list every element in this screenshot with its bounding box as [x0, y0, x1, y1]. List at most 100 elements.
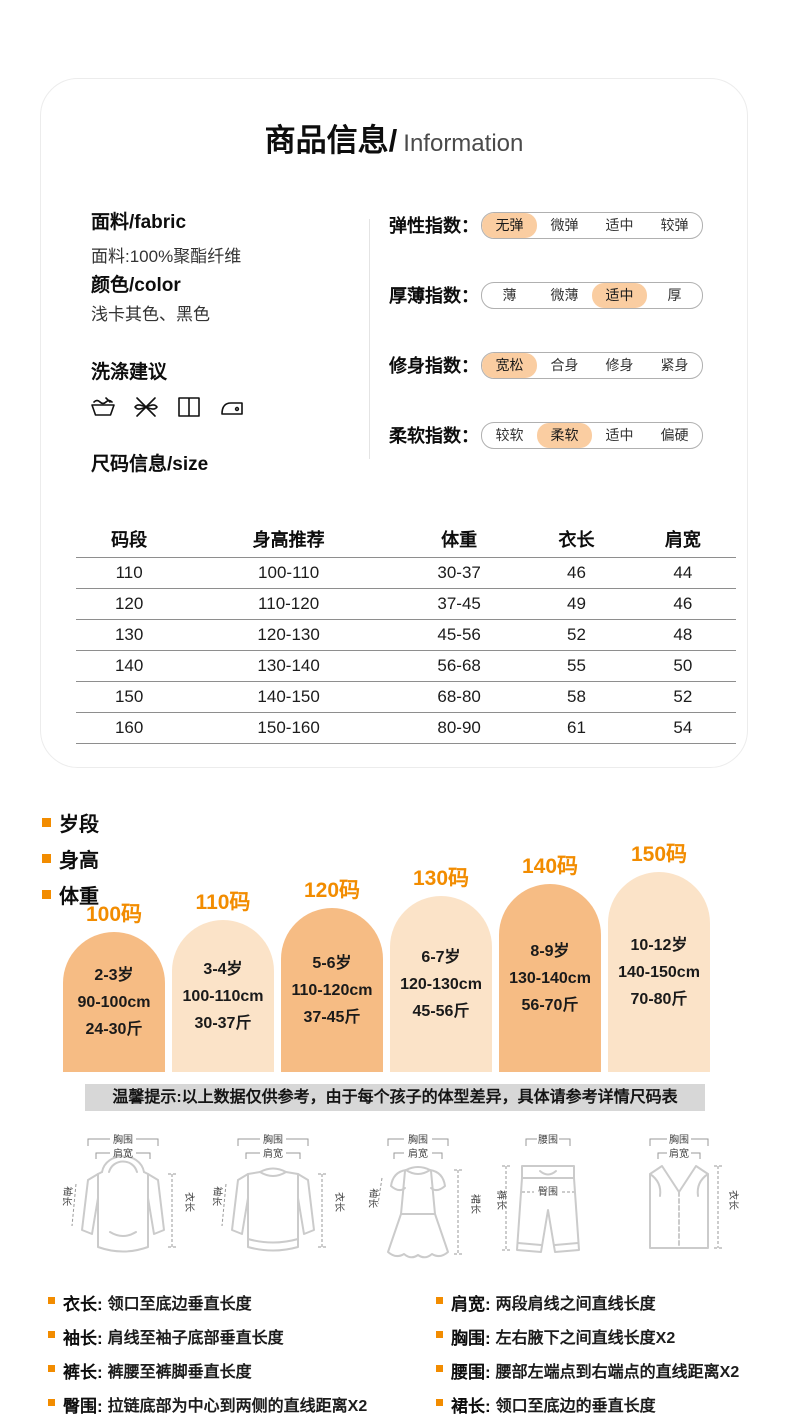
softness-index-label: 柔软指数：	[389, 426, 479, 446]
arch-size-label: 150码	[630, 843, 688, 866]
sleeve-label: 袖长	[366, 1188, 381, 1209]
size-arch-130: 130码 6-7岁 120-130cm 45-56斤	[390, 866, 492, 1072]
arch-age: 5-6岁	[312, 954, 352, 972]
scale-option: 宽松	[482, 352, 537, 378]
scale-option: 薄	[502, 286, 517, 303]
hoodie-diagram: 胸围 肩宽 袖长 衣长	[60, 1133, 196, 1253]
pants-diagram: 腰围 臀围 裤长	[495, 1134, 580, 1253]
color-heading: 颜色/color	[91, 275, 181, 296]
col-header: 体重	[394, 521, 524, 558]
bullet-square-icon	[48, 1297, 55, 1304]
size-table-header-row: 码段 身高推荐 体重 衣长 肩宽	[76, 521, 736, 558]
thickness-index-label: 厚薄指数：	[389, 286, 479, 306]
table-row: 160 150-160 80-90 61 54	[76, 712, 736, 744]
bullet-square-icon	[48, 1331, 55, 1338]
pants-length-label: 裤长	[495, 1190, 508, 1210]
size-notice: 温馨提示:以上数据仅供参考，由于每个孩子的体型差异，具体请参考详情尺码表	[85, 1084, 705, 1111]
page-title-cn: 商品信息/	[264, 123, 398, 158]
shoulder-label: 肩宽	[113, 1147, 133, 1160]
length-label: 衣长	[727, 1190, 740, 1210]
column-divider	[369, 219, 370, 459]
wash-care-icons	[89, 395, 246, 419]
no-wring-icon	[134, 397, 158, 417]
arch-weight: 37-45斤	[303, 1008, 361, 1026]
size-arch-140: 140码 8-9岁 130-140cm 56-70斤	[499, 854, 601, 1072]
arch-weight: 56-70斤	[521, 996, 579, 1014]
arch-weight: 45-56斤	[412, 1002, 470, 1020]
length-label: 衣长	[333, 1192, 346, 1212]
definition-item: 裤长: 裤腰至裤脚垂直长度	[48, 1358, 367, 1383]
arch-age: 10-12岁	[630, 936, 688, 954]
arch-age: 3-4岁	[203, 960, 243, 978]
sleeve-label: 袖长	[60, 1186, 75, 1207]
sleeve-label: 袖长	[210, 1186, 225, 1207]
shoulder-label: 肩宽	[263, 1147, 283, 1160]
product-info-card: 商品信息/Information 面料/fabric 面料:100%聚酯纤维 颜…	[40, 78, 748, 768]
arch-size-label: 130码	[412, 867, 470, 890]
bullet-square-icon	[436, 1331, 443, 1338]
bullet-square-icon	[42, 890, 51, 899]
size-arch-150: 150码 10-12岁 140-150cm 70-80斤	[608, 842, 710, 1072]
definition-item: 衣长: 领口至底边垂直长度	[48, 1290, 367, 1315]
scale-option: 微弹	[550, 216, 579, 233]
elasticity-scale: 无弹 微弹 适中 较弹	[481, 211, 703, 239]
page-title-en: Information	[403, 130, 524, 157]
chest-label: 胸围	[408, 1133, 428, 1146]
bullet-square-icon	[436, 1399, 443, 1406]
arch-weight: 30-37斤	[194, 1014, 252, 1032]
scale-option: 适中	[605, 216, 634, 233]
legend-item-weight: 体重	[42, 880, 99, 909]
table-row: 130 120-130 45-56 52 48	[76, 619, 736, 651]
bullet-square-icon	[436, 1365, 443, 1372]
size-arch-110: 110码 3-4岁 100-110cm 30-37斤	[172, 890, 274, 1072]
table-row: 110 100-110 30-37 46 44	[76, 557, 736, 589]
chart-legend: 岁段 身高 体重	[42, 808, 99, 916]
arch-size-label: 100码	[85, 903, 143, 926]
arch-size-label: 140码	[521, 855, 579, 878]
shoulder-label: 肩宽	[669, 1147, 689, 1160]
scale-option: 修身	[605, 356, 634, 373]
definition-item: 袖长: 肩线至袖子底部垂直长度	[48, 1324, 367, 1349]
col-header: 码段	[76, 521, 183, 558]
chest-label: 胸围	[263, 1133, 283, 1146]
fabric-value: 面料:100%聚酯纤维	[91, 247, 242, 266]
definition-item: 肩宽: 两段肩线之间直线长度	[436, 1290, 739, 1315]
scale-option: 合身	[550, 356, 579, 373]
dress-diagram: 胸围 肩宽 袖长 裙长	[366, 1133, 482, 1259]
scale-option: 厚	[667, 286, 682, 303]
definition-item: 胸围: 左右腋下之间直线长度X2	[436, 1324, 739, 1349]
arch-height: 110-120cm	[291, 981, 373, 999]
arch-height: 140-150cm	[618, 963, 700, 981]
col-header: 肩宽	[629, 521, 736, 558]
scale-option: 微薄	[550, 286, 579, 303]
chest-label: 胸围	[113, 1133, 133, 1146]
col-header: 身高推荐	[182, 521, 395, 558]
arch-age: 6-7岁	[421, 948, 461, 966]
arch-weight: 24-30斤	[85, 1020, 143, 1038]
definition-item: 腰围: 腰部左端点到右端点的直线距离X2	[436, 1358, 739, 1383]
scale-option: 偏硬	[660, 426, 689, 443]
bullet-square-icon	[42, 854, 51, 863]
arch-size-label: 110码	[195, 891, 251, 914]
wash-heading: 洗涤建议	[91, 362, 168, 383]
size-arch-120: 120码 5-6岁 110-120cm 37-45斤	[281, 878, 383, 1072]
elasticity-index-label: 弹性指数：	[389, 216, 479, 236]
scale-option: 较软	[495, 426, 524, 443]
legend-item-age: 岁段	[42, 808, 99, 837]
sweatshirt-diagram: 胸围 肩宽 袖长 衣长	[210, 1133, 346, 1252]
color-value: 浅卡其色、黑色	[91, 305, 210, 324]
softness-scale: 较软 柔软 适中 偏硬	[481, 421, 703, 449]
table-row: 150 140-150 68-80 58 52	[76, 681, 736, 713]
chest-label: 胸围	[669, 1133, 689, 1146]
scale-option: 无弹	[482, 212, 537, 238]
size-info-heading: 尺码信息/size	[91, 454, 209, 475]
length-label: 衣长	[183, 1192, 196, 1212]
definition-item: 臀围: 拉链底部为中心到两侧的直线距离X2	[48, 1392, 367, 1417]
softness-index-row: 柔软指数： 较软 柔软 适中 偏硬	[389, 421, 703, 449]
skirt-length-label: 裙长	[469, 1194, 482, 1214]
definitions-left-column: 衣长: 领口至底边垂直长度 袖长: 肩线至袖子底部垂直长度 裤长: 裤腰至裤脚垂直长度…	[48, 1290, 367, 1425]
shoulder-label: 肩宽	[408, 1147, 428, 1160]
col-header: 衣长	[523, 521, 630, 558]
arch-height: 90-100cm	[77, 993, 151, 1011]
